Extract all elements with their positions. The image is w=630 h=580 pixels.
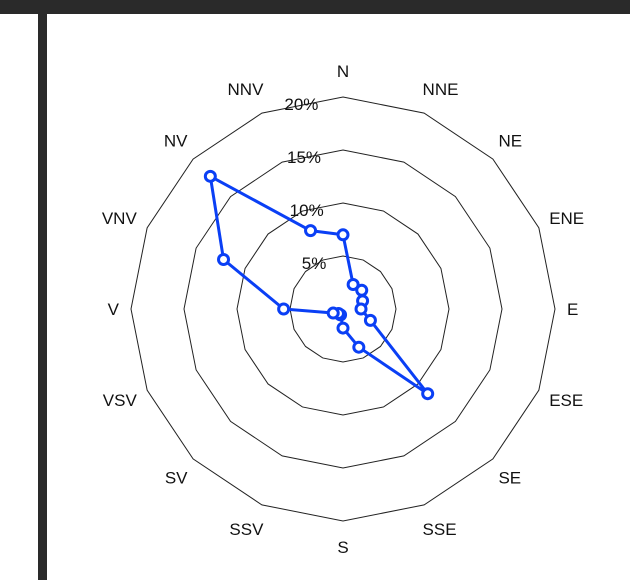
grid-ring-4 [130, 96, 556, 522]
direction-label-vnv: VNV [102, 209, 138, 228]
radial-tick-labels: 5% 10% 15% 20% [284, 95, 326, 273]
direction-label-nnv: NNV [228, 80, 265, 99]
data-point-nne [346, 278, 360, 292]
direction-label-n: N [337, 62, 349, 81]
direction-label-vsv: VSV [103, 391, 138, 410]
grid-ring-3 [183, 149, 503, 469]
direction-label-ene: ENE [549, 209, 584, 228]
data-point-s [336, 321, 350, 335]
data-point-sse [352, 340, 366, 354]
data-point-ese [363, 313, 377, 327]
data-point-vnv [217, 253, 231, 267]
direction-label-s: S [337, 538, 348, 557]
direction-label-e: E [567, 300, 578, 319]
data-point-nnv [304, 224, 318, 238]
series-layer [203, 169, 435, 401]
data-point-n [336, 228, 350, 242]
top-frame-bar [0, 0, 630, 14]
direction-label-nv: NV [164, 132, 188, 151]
radial-tick-10: 10% [290, 201, 324, 220]
direction-label-sv: SV [165, 468, 188, 487]
direction-label-ssv: SSV [229, 520, 264, 539]
radial-tick-20: 20% [284, 95, 318, 114]
direction-label-se: SE [498, 468, 521, 487]
grid-ring-2 [236, 202, 450, 416]
direction-label-v: V [108, 300, 120, 319]
data-point-e [354, 302, 368, 316]
radial-tick-15: 15% [287, 148, 321, 167]
data-point-v [277, 302, 291, 316]
direction-label-nne: NNE [423, 80, 459, 99]
direction-labels: N NNE NE ENE E ESE SE SSE S SSV SV VSV V VNV NV NNV [102, 62, 584, 557]
data-point-nv [203, 169, 217, 183]
left-frame-bar [38, 14, 47, 580]
data-point-ne [355, 283, 369, 297]
radial-tick-5: 5% [302, 254, 327, 273]
data-point-se [421, 387, 435, 401]
grid-layer [130, 96, 556, 522]
data-point-vsv [326, 306, 340, 320]
grid-ring-1 [289, 255, 397, 363]
direction-label-ese: ESE [549, 391, 583, 410]
direction-label-ne: NE [498, 132, 522, 151]
direction-label-sse: SSE [423, 520, 457, 539]
